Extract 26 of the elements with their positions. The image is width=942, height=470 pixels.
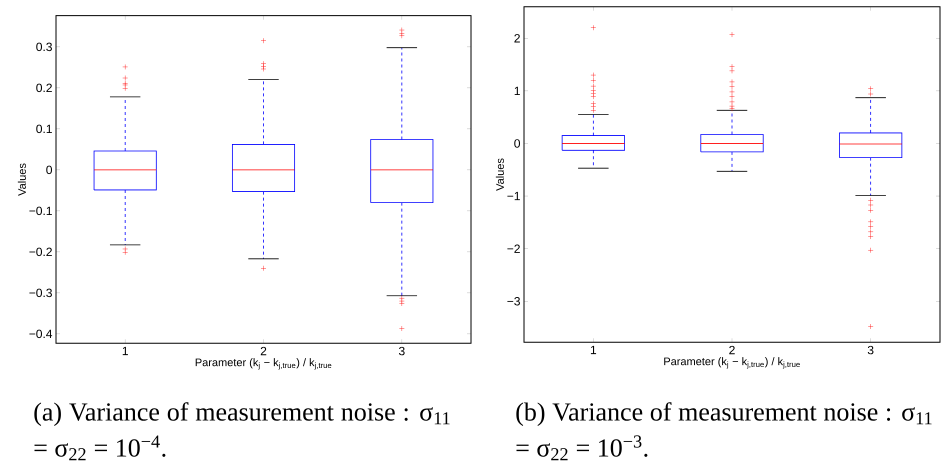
y-tick-label: −2 [507, 244, 520, 253]
y-tick-label: 0.1 [36, 124, 52, 134]
text: (a) Variance of measurement noise : σ$_{11}$ = σ$_{22}$ = 10$^{−4}$. [34, 402, 450, 460]
y-tick-label: 0.3 [36, 42, 52, 52]
y-tick-label: −1 [507, 192, 520, 200]
y-tick-label: −0.1 [29, 206, 52, 216]
y-tick-label: −0.3 [29, 288, 52, 298]
x-tick-label: 1 [122, 346, 128, 356]
y-tick-label: 2 [514, 34, 520, 42]
y-tick-label: 0.2 [36, 84, 52, 92]
y-axis-title: Values [18, 163, 26, 196]
y-tick-label: −0.2 [29, 248, 52, 256]
y-tick-label: −3 [507, 297, 520, 306]
x-axis-title: Parameter (k$_{j}$ − k$_{j,true}$) / k$_{j,true}$ [196, 358, 332, 370]
y-tick-label: −0.4 [29, 330, 52, 338]
x-axis-title: Parameter (k$_{j}$ − k$_{j,true}$) / k$_{j,true}$ [664, 357, 800, 369]
x-tick-label: 3 [398, 346, 405, 356]
x-tick-label: 2 [729, 346, 735, 354]
y-tick-label: 1 [514, 86, 520, 95]
x-tick-label: 3 [868, 346, 874, 354]
x-tick-label: 2 [260, 346, 266, 356]
text: (b) Variance of measurement noise : σ$_{11}$ = σ$_{22}$ = 10$^{−3}$. [516, 402, 932, 460]
y-tick-label: 0 [46, 166, 52, 174]
y-tick-label: 0 [514, 139, 520, 148]
x-tick-label: 1 [590, 346, 596, 354]
y-axis-title: Values [496, 158, 504, 191]
